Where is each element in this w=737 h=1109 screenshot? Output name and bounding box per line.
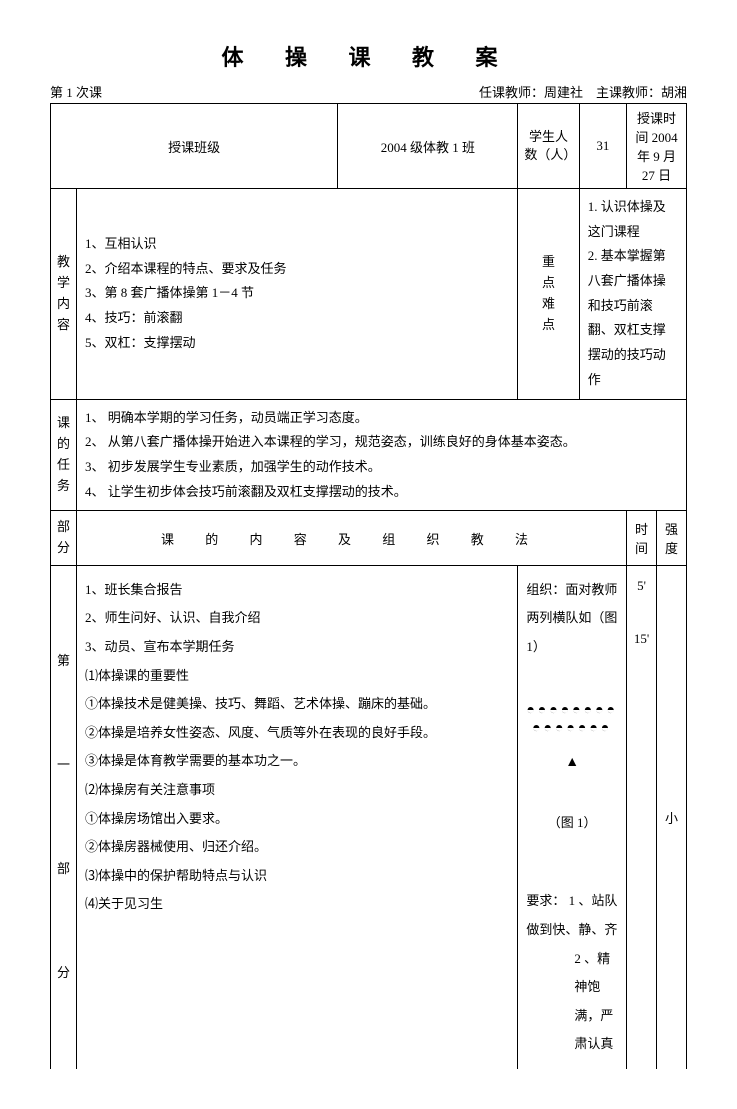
part1-label: 第一部分 <box>51 565 77 1069</box>
part1-right-content: 组织：面对教师两列横队如（图 1） ◓◓◓◓◓◓◓◓ ◓◓◓◓◓◓◓ ▲ （图 … <box>518 565 627 1069</box>
content-item: 5、双杠：支撑摆动 <box>85 331 509 356</box>
left-item: ⑴体操课的重要性 <box>85 662 509 691</box>
content-item: 3、第 8 套广播体操第 1－4 节 <box>85 281 509 306</box>
part-column-label: 部分 <box>51 511 77 566</box>
left-item: 2、师生问好、认识、自我介绍 <box>85 604 509 633</box>
left-item: ③体操是体育教学需要的基本功之一。 <box>85 747 509 776</box>
task-item: 1、 明确本学期的学习任务，动员端正学习态度。 <box>85 406 678 431</box>
teacher-label: 任课教师： <box>479 85 544 100</box>
left-item: ⑵体操房有关注意事项 <box>85 776 509 805</box>
task-item: 2、 从第八套广播体操开始进入本课程的学习，规范姿态，训练良好的身体基本姿态。 <box>85 430 678 455</box>
meta-row: 第 1 次课 任课教师：周建社 主课教师：胡湘 <box>50 82 687 101</box>
part1-intensity: 小 <box>657 565 687 1069</box>
part1-left-content: 1、班长集合报告 2、师生问好、认识、自我介绍 3、动员、宣布本学期任务 ⑴体操… <box>77 565 518 1069</box>
teacher-triangle-icon: ▲ <box>526 748 618 779</box>
left-item: ②体操房器械使用、归还介绍。 <box>85 833 509 862</box>
time-value-1: 5' <box>629 574 654 597</box>
left-item: ①体操房场馆出入要求。 <box>85 805 509 834</box>
content-column-label: 课 的 内 容 及 组 织 教 法 <box>77 511 627 566</box>
teacher-name: 周建社 <box>544 85 583 100</box>
requirement-line2: 2 、精神饱满，严肃认真 <box>526 945 618 1059</box>
students-value: 31 <box>579 104 626 189</box>
task-item: 4、 让学生初步体会技巧前滚翻及双杠支撑摆动的技术。 <box>85 480 678 505</box>
content-item: 2、介绍本课程的特点、要求及任务 <box>85 257 509 282</box>
students-label: 学生人数（人） <box>518 104 579 189</box>
date-cell: 授课时间 2004 年 9 月 27 日 <box>627 104 687 189</box>
tasks-label: 课的任务 <box>51 399 77 511</box>
formation-dots-row1: ◓◓◓◓◓◓◓◓ <box>526 702 618 720</box>
figure-caption: （图 1） <box>526 809 618 838</box>
page-title: 体 操 课 教 案 <box>50 40 687 72</box>
teachers: 任课教师：周建社 主课教师：胡湘 <box>479 82 687 101</box>
formation-dots-row2: ◓◓◓◓◓◓◓ <box>526 720 618 738</box>
left-item: ⑶体操中的保护帮助特点与认识 <box>85 862 509 891</box>
time-column-label: 时间 <box>627 511 657 566</box>
left-item: 3、动员、宣布本学期任务 <box>85 633 509 662</box>
class-value: 2004 级体教 1 班 <box>338 104 518 189</box>
key-point-item: 2. 基本掌握第八套广播体操和技巧前滚翻、双杠支撑摆动的技巧动作 <box>588 244 678 392</box>
content-item: 4、技巧：前滚翻 <box>85 306 509 331</box>
organization-text: 组织：面对教师两列横队如（图 1） <box>526 576 618 662</box>
left-item: 1、班长集合报告 <box>85 576 509 605</box>
key-point-item: 1. 认识体操及这门课程 <box>588 195 678 244</box>
left-item: ⑷关于见习生 <box>85 890 509 919</box>
left-item: ②体操是培养女性姿态、风度、气质等外在表现的良好手段。 <box>85 719 509 748</box>
main-teacher-label: 主课教师： <box>596 85 661 100</box>
class-label: 授课班级 <box>51 104 338 189</box>
time-value-2: 15' <box>629 627 654 650</box>
teaching-content-label: 教学内容 <box>51 189 77 400</box>
lesson-number: 第 1 次课 <box>50 82 102 101</box>
left-item: ①体操技术是健美操、技巧、舞蹈、艺术体操、蹦床的基础。 <box>85 690 509 719</box>
part1-time: 5' 15' <box>627 565 657 1069</box>
content-item: 1、互相认识 <box>85 232 509 257</box>
main-teacher-name: 胡湘 <box>661 85 687 100</box>
intensity-column-label: 强度 <box>657 511 687 566</box>
key-points-label: 重点难点 <box>518 189 579 400</box>
requirement-line1: 要求： 1 、站队做到快、静、齐 <box>526 887 618 944</box>
key-points-cell: 1. 认识体操及这门课程 2. 基本掌握第八套广播体操和技巧前滚翻、双杠支撑摆动… <box>579 189 686 400</box>
lesson-plan-table: 授课班级 2004 级体教 1 班 学生人数（人） 31 授课时间 2004 年… <box>50 103 687 1069</box>
tasks-cell: 1、 明确本学期的学习任务，动员端正学习态度。 2、 从第八套广播体操开始进入本… <box>77 399 687 511</box>
task-item: 3、 初步发展学生专业素质，加强学生的动作技术。 <box>85 455 678 480</box>
teaching-content-cell: 1、互相认识 2、介绍本课程的特点、要求及任务 3、第 8 套广播体操第 1－4… <box>77 189 518 400</box>
